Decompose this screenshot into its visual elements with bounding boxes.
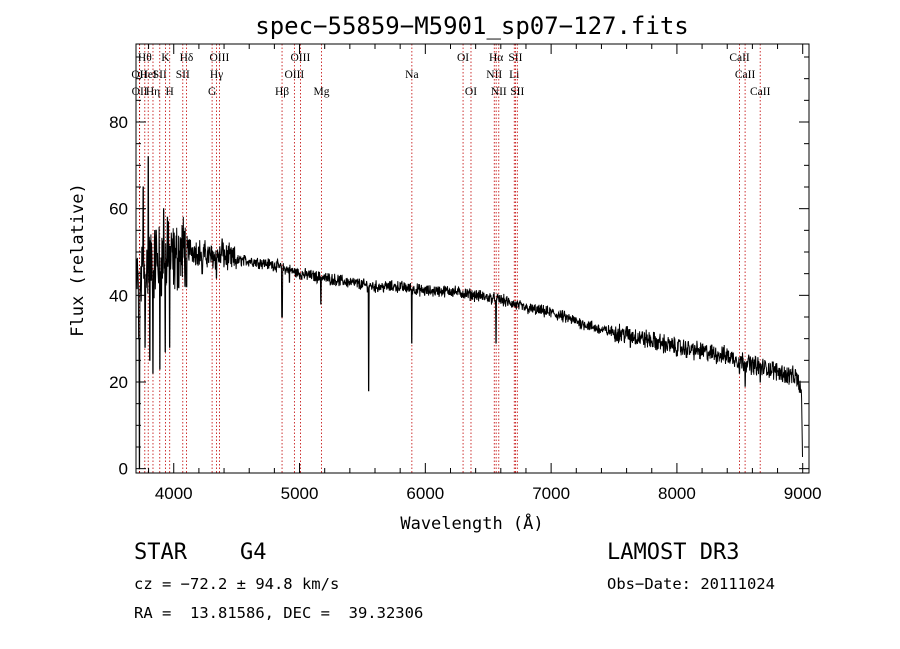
x-axis-label: Wavelength (Å): [400, 512, 543, 534]
chart-title: spec−55859−M5901_sp07−127.fits: [255, 12, 688, 40]
marker-label: Hη: [146, 86, 160, 98]
marker-label: SII: [176, 69, 190, 81]
marker-label: OIII: [284, 69, 304, 81]
marker-label: K: [161, 52, 170, 64]
marker-label: G: [208, 86, 216, 98]
x-tick-label: 9000: [784, 484, 822, 503]
marker-label: OIII: [210, 52, 230, 64]
y-tick-label: 60: [109, 200, 128, 219]
y-axis-label: Flux (relative): [68, 183, 88, 337]
marker-label: NII: [486, 69, 502, 81]
y-tick-label: 40: [109, 286, 128, 305]
object-subclass: G4: [240, 540, 267, 565]
marker-label: OII: [131, 69, 147, 81]
y-axis-ticks: 0 20 40 60 80: [109, 56, 809, 479]
marker-label: CaII: [735, 69, 756, 81]
marker-label: OI: [457, 52, 469, 64]
marker-label: Hθ: [138, 52, 152, 64]
x-tick-label: 5000: [281, 484, 319, 503]
coordinates: RA = 13.81586, DEC = 39.32306: [134, 604, 424, 622]
redshift-velocity: cz = −72.2 ± 94.8 km/s: [134, 575, 340, 593]
marker-label: Hα: [489, 52, 503, 64]
marker-label: Hγ: [210, 69, 223, 81]
plot-frame: [135, 43, 810, 474]
marker-label: OIII: [291, 52, 311, 64]
observation-date: Obs−Date: 20111024: [607, 575, 775, 593]
x-tick-label: 7000: [532, 484, 570, 503]
x-tick-label: 8000: [658, 484, 696, 503]
marker-label: Hδ: [180, 52, 194, 64]
marker-label: OI: [465, 86, 477, 98]
marker-label: Mg: [314, 86, 330, 98]
line-markers: OIIOIIHθHeIHηSIIKHHδSIIGHγOIIIHβOIIIOIII…: [131, 44, 771, 473]
x-axis-ticks: 4000 5000 6000 7000 8000 9000: [148, 44, 822, 503]
survey-name: LAMOST DR3: [607, 540, 740, 565]
marker-label: Li: [509, 69, 519, 81]
spectrum-line: [135, 156, 803, 470]
marker-label: Na: [405, 69, 418, 81]
marker-label: SII: [508, 52, 522, 64]
marker-label: SII: [510, 86, 524, 98]
marker-label: H: [166, 86, 174, 98]
x-tick-label: 6000: [406, 484, 444, 503]
object-class: STAR: [134, 540, 187, 565]
marker-label: Hβ: [275, 86, 289, 98]
marker-label: CaII: [729, 52, 750, 64]
marker-label: CaII: [750, 86, 771, 98]
y-tick-label: 0: [119, 460, 128, 479]
marker-label: SII: [153, 69, 167, 81]
y-tick-label: 20: [109, 373, 128, 392]
y-tick-label: 80: [109, 113, 128, 132]
x-tick-label: 4000: [155, 484, 193, 503]
marker-label: NII: [491, 86, 507, 98]
